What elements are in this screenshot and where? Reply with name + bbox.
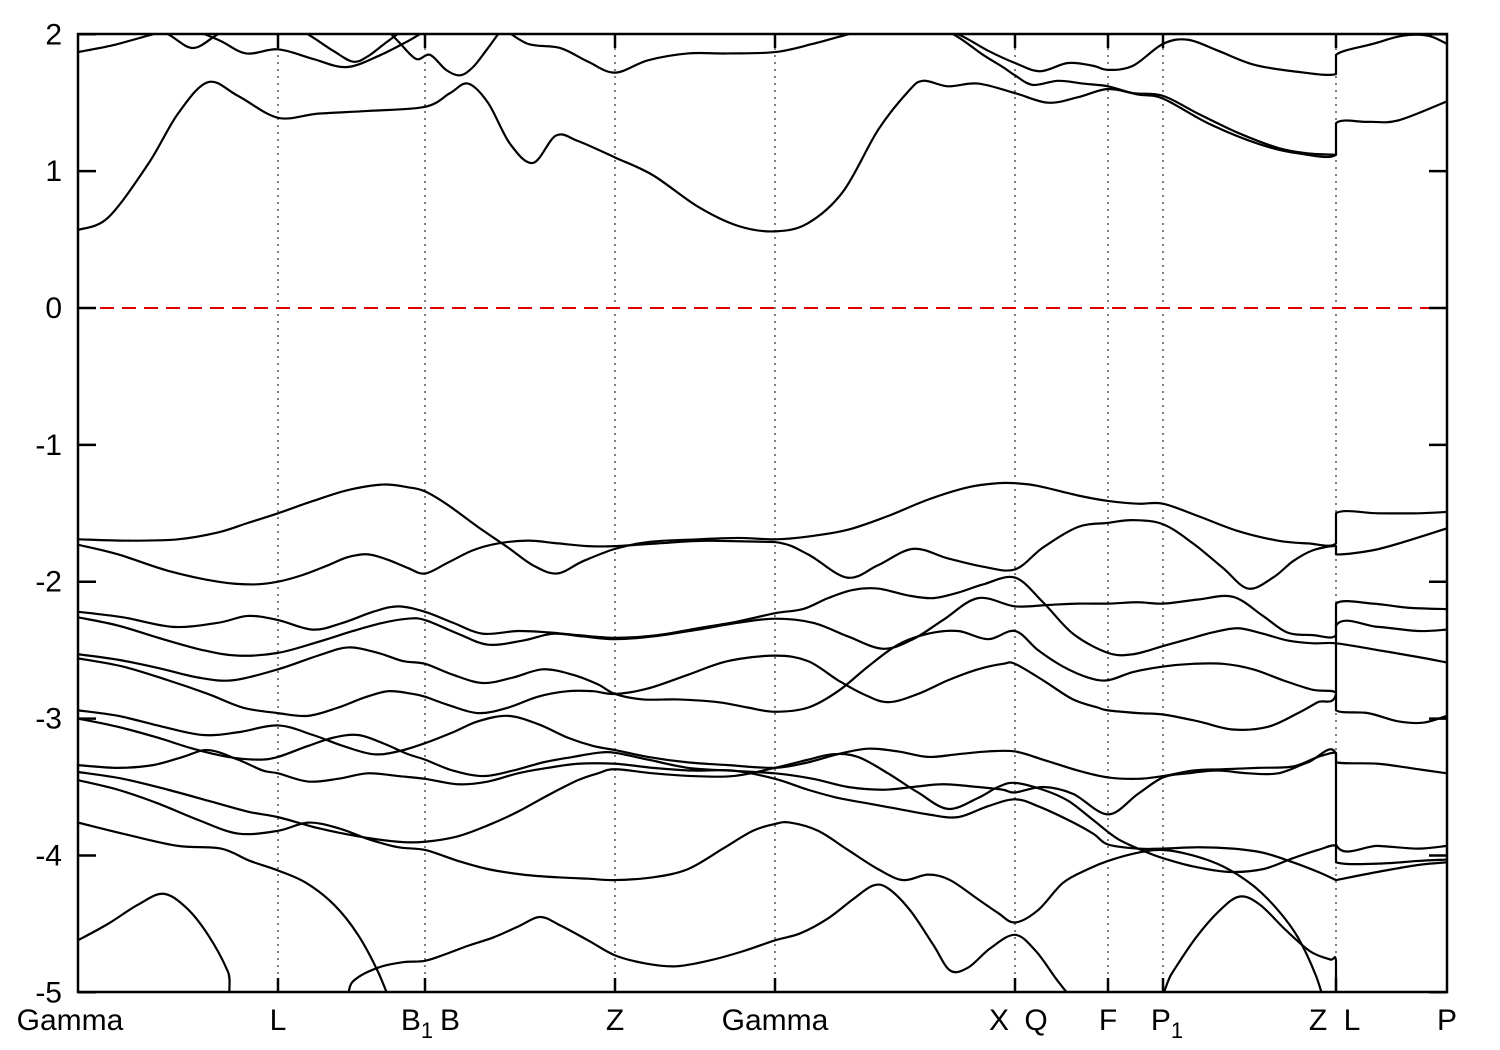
band-valence-2 <box>78 519 1447 590</box>
y-tick-label: -3 <box>35 703 62 736</box>
k-point-label-L: L <box>1344 1004 1361 1037</box>
band-valence-8 <box>78 717 1447 853</box>
band-conduction-3 <box>164 34 400 63</box>
band-valence-9 <box>78 748 1447 882</box>
k-point-label-B: B <box>440 1004 460 1037</box>
y-tick-label: -5 <box>35 976 62 1009</box>
band-valence-4 <box>78 594 1447 657</box>
k-point-label-X: X <box>989 1004 1009 1037</box>
k-point-label-Gamma: Gamma <box>722 1004 829 1037</box>
band-conduction-1 <box>78 79 1447 233</box>
band-valence-1 <box>78 481 1447 575</box>
band-valence-7 <box>78 709 1447 780</box>
band-valence-13 <box>78 883 1338 992</box>
band-valence-12 <box>78 821 388 992</box>
band-valence-6 <box>78 619 1447 731</box>
k-point-label-Q: Q <box>1024 1004 1047 1037</box>
k-point-label-Z: Z <box>606 1004 624 1037</box>
band-valence-10 <box>78 752 1447 874</box>
k-point-label-P: P <box>1437 1004 1457 1037</box>
band-valence-11 <box>78 779 1323 992</box>
k-point-label-Z: Z <box>1309 1004 1327 1037</box>
k-point-label-P1: P1 <box>1151 1004 1183 1043</box>
k-point-label-L: L <box>270 1004 287 1037</box>
k-point-label-B1: B1 <box>401 1004 433 1043</box>
y-tick-label: 2 <box>45 18 62 51</box>
band-curves-group <box>78 34 1447 992</box>
y-tick-label: 1 <box>45 155 62 188</box>
band-valence-5 <box>78 629 1447 725</box>
y-tick-label: -1 <box>35 429 62 462</box>
y-tick-label: -4 <box>35 839 62 872</box>
k-point-label-F: F <box>1099 1004 1117 1037</box>
y-tick-label: 0 <box>45 292 62 325</box>
plot-border <box>76 32 1449 994</box>
band-conduction-4 <box>950 34 1338 156</box>
y-tick-label: -2 <box>35 566 62 599</box>
band-valence-3 <box>78 575 1447 664</box>
band-conduction-5 <box>389 34 500 77</box>
k-point-label-Gamma: Gamma <box>17 1004 124 1037</box>
band-conduction-2 <box>78 34 1447 77</box>
